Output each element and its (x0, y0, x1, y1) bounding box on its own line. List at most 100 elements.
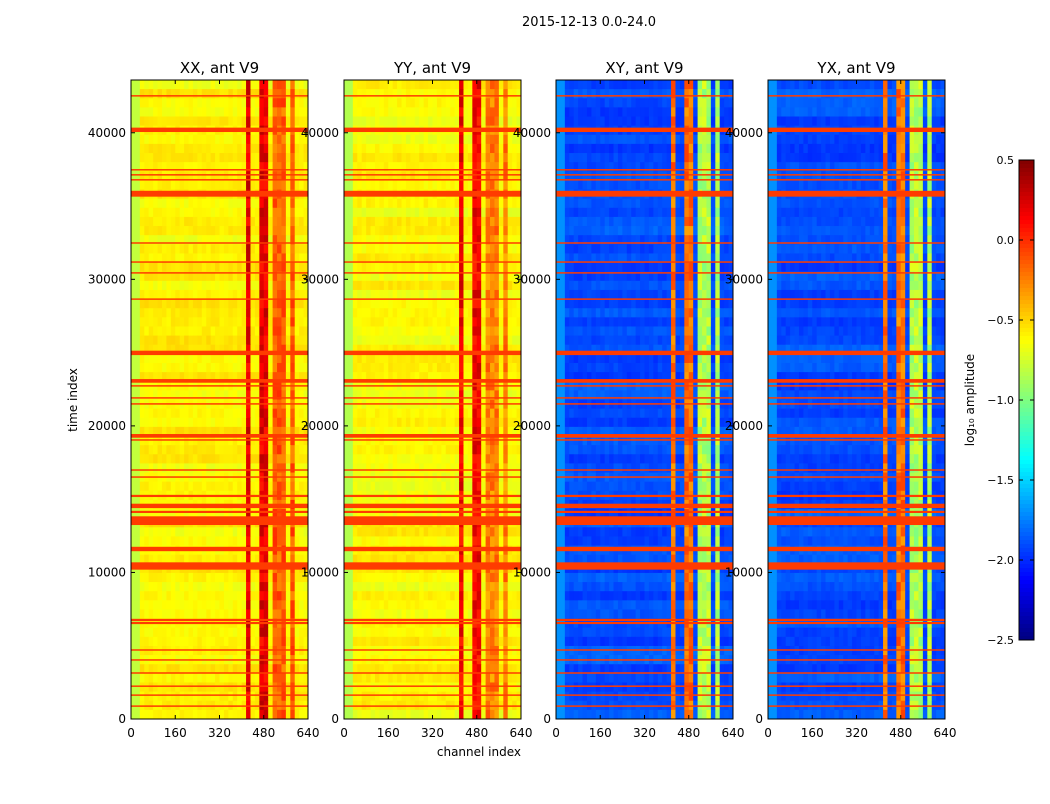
heatmap-cell (472, 326, 477, 336)
heatmap-cell (419, 418, 424, 428)
heatmap-cell (455, 536, 460, 546)
heatmap-cell (441, 80, 446, 90)
heatmap-cell (344, 326, 349, 336)
heatmap-cell (131, 217, 136, 227)
heatmap-cell (295, 354, 300, 364)
heatmap-cell (450, 263, 455, 273)
heatmap-cell (455, 263, 460, 273)
heatmap-cell (281, 308, 286, 318)
heatmap-cell (281, 591, 286, 601)
heatmap-cell (131, 409, 136, 419)
heatmap-cell (371, 454, 376, 464)
heatmap-cell (193, 144, 198, 154)
heatmap-cell (286, 89, 291, 99)
heatmap-cell (468, 445, 473, 455)
heatmap-cell (459, 208, 464, 218)
heatmap-cell (250, 363, 255, 373)
heatmap-cell (215, 290, 220, 300)
heatmap-cell (184, 582, 189, 592)
heatmap-cell (481, 208, 486, 218)
heatmap-cell (184, 482, 189, 492)
heatmap-cell (468, 482, 473, 492)
heatmap-cell (433, 117, 438, 127)
heatmap-cell (233, 117, 238, 127)
heatmap-cell (131, 226, 136, 236)
heatmap-cell (428, 180, 433, 190)
heatmap-cell (131, 628, 136, 638)
heatmap-cell (228, 682, 233, 692)
heatmap-cell (149, 409, 154, 419)
heatmap-cell (388, 354, 393, 364)
heatmap-cell (228, 226, 233, 236)
heatmap-cell (135, 609, 140, 619)
heatmap-cell (494, 336, 499, 346)
heatmap-cell (441, 445, 446, 455)
heatmap-cell (295, 682, 300, 692)
heatmap-cell (268, 710, 273, 720)
heatmap-cell (437, 409, 442, 419)
heatmap-cell (371, 89, 376, 99)
heatmap-cell (273, 199, 278, 209)
heatmap-cell (441, 107, 446, 117)
heatmap-cell (255, 208, 260, 218)
heatmap-cell (224, 281, 229, 291)
heatmap-cell (348, 536, 353, 546)
heatmap-cell (246, 682, 251, 692)
heatmap-cell (286, 117, 291, 127)
heatmap-cell (499, 336, 504, 346)
heatmap-cell (357, 418, 362, 428)
heatmap-cell (512, 208, 517, 218)
heatmap-cell (228, 199, 233, 209)
heatmap-cell (290, 637, 295, 647)
heatmap-cell (290, 80, 295, 90)
heatmap-cell (366, 445, 371, 455)
heatmap-cell (375, 445, 380, 455)
heatmap-cell (402, 226, 407, 236)
heatmap-cell (220, 354, 225, 364)
heatmap-cell (264, 609, 269, 619)
heatmap-cell (140, 98, 145, 108)
heatmap-cell (140, 144, 145, 154)
heatmap-cell (175, 336, 180, 346)
heatmap-cell (197, 244, 202, 254)
heatmap-cell (180, 582, 185, 592)
heatmap-cell (277, 317, 282, 327)
heatmap-cell (273, 463, 278, 473)
heatmap-cell (246, 208, 251, 218)
heatmap-cell (158, 89, 163, 99)
heatmap-cell (490, 144, 495, 154)
heatmap-cell (393, 290, 398, 300)
heatmap-cell (228, 710, 233, 720)
heatmap-cell (273, 682, 278, 692)
heatmap-cell (410, 244, 415, 254)
heatmap-cell (499, 89, 504, 99)
heatmap-cell (477, 244, 482, 254)
heatmap-cell (162, 117, 167, 127)
heatmap-cell (508, 290, 513, 300)
heatmap-cell (481, 454, 486, 464)
heatmap-cell (290, 673, 295, 683)
heatmap-cell (490, 326, 495, 336)
heatmap-cell (388, 98, 393, 108)
heatmap-cell (153, 573, 158, 583)
heatmap-cell (215, 117, 220, 127)
heatmap-cell (237, 673, 242, 683)
heatmap-cell (281, 573, 286, 583)
heatmap-cell (295, 637, 300, 647)
heatmap-cell (503, 107, 508, 117)
heatmap-cell (415, 482, 420, 492)
heatmap-cell (259, 107, 264, 117)
suptitle: 2015-12-13 0.0-24.0 (522, 15, 656, 30)
heatmap-cell (206, 628, 211, 638)
heatmap-cell (295, 536, 300, 546)
heatmap-cell (246, 263, 251, 273)
heatmap-cell (255, 591, 260, 601)
heatmap-cell (490, 217, 495, 227)
heatmap-cell (379, 454, 384, 464)
heatmap-cell (273, 336, 278, 346)
heatmap-cell (228, 290, 233, 300)
heatmap-cell (228, 144, 233, 154)
heatmap-cell (144, 89, 149, 99)
heatmap-cell (494, 527, 499, 537)
heatmap-cell (202, 326, 207, 336)
